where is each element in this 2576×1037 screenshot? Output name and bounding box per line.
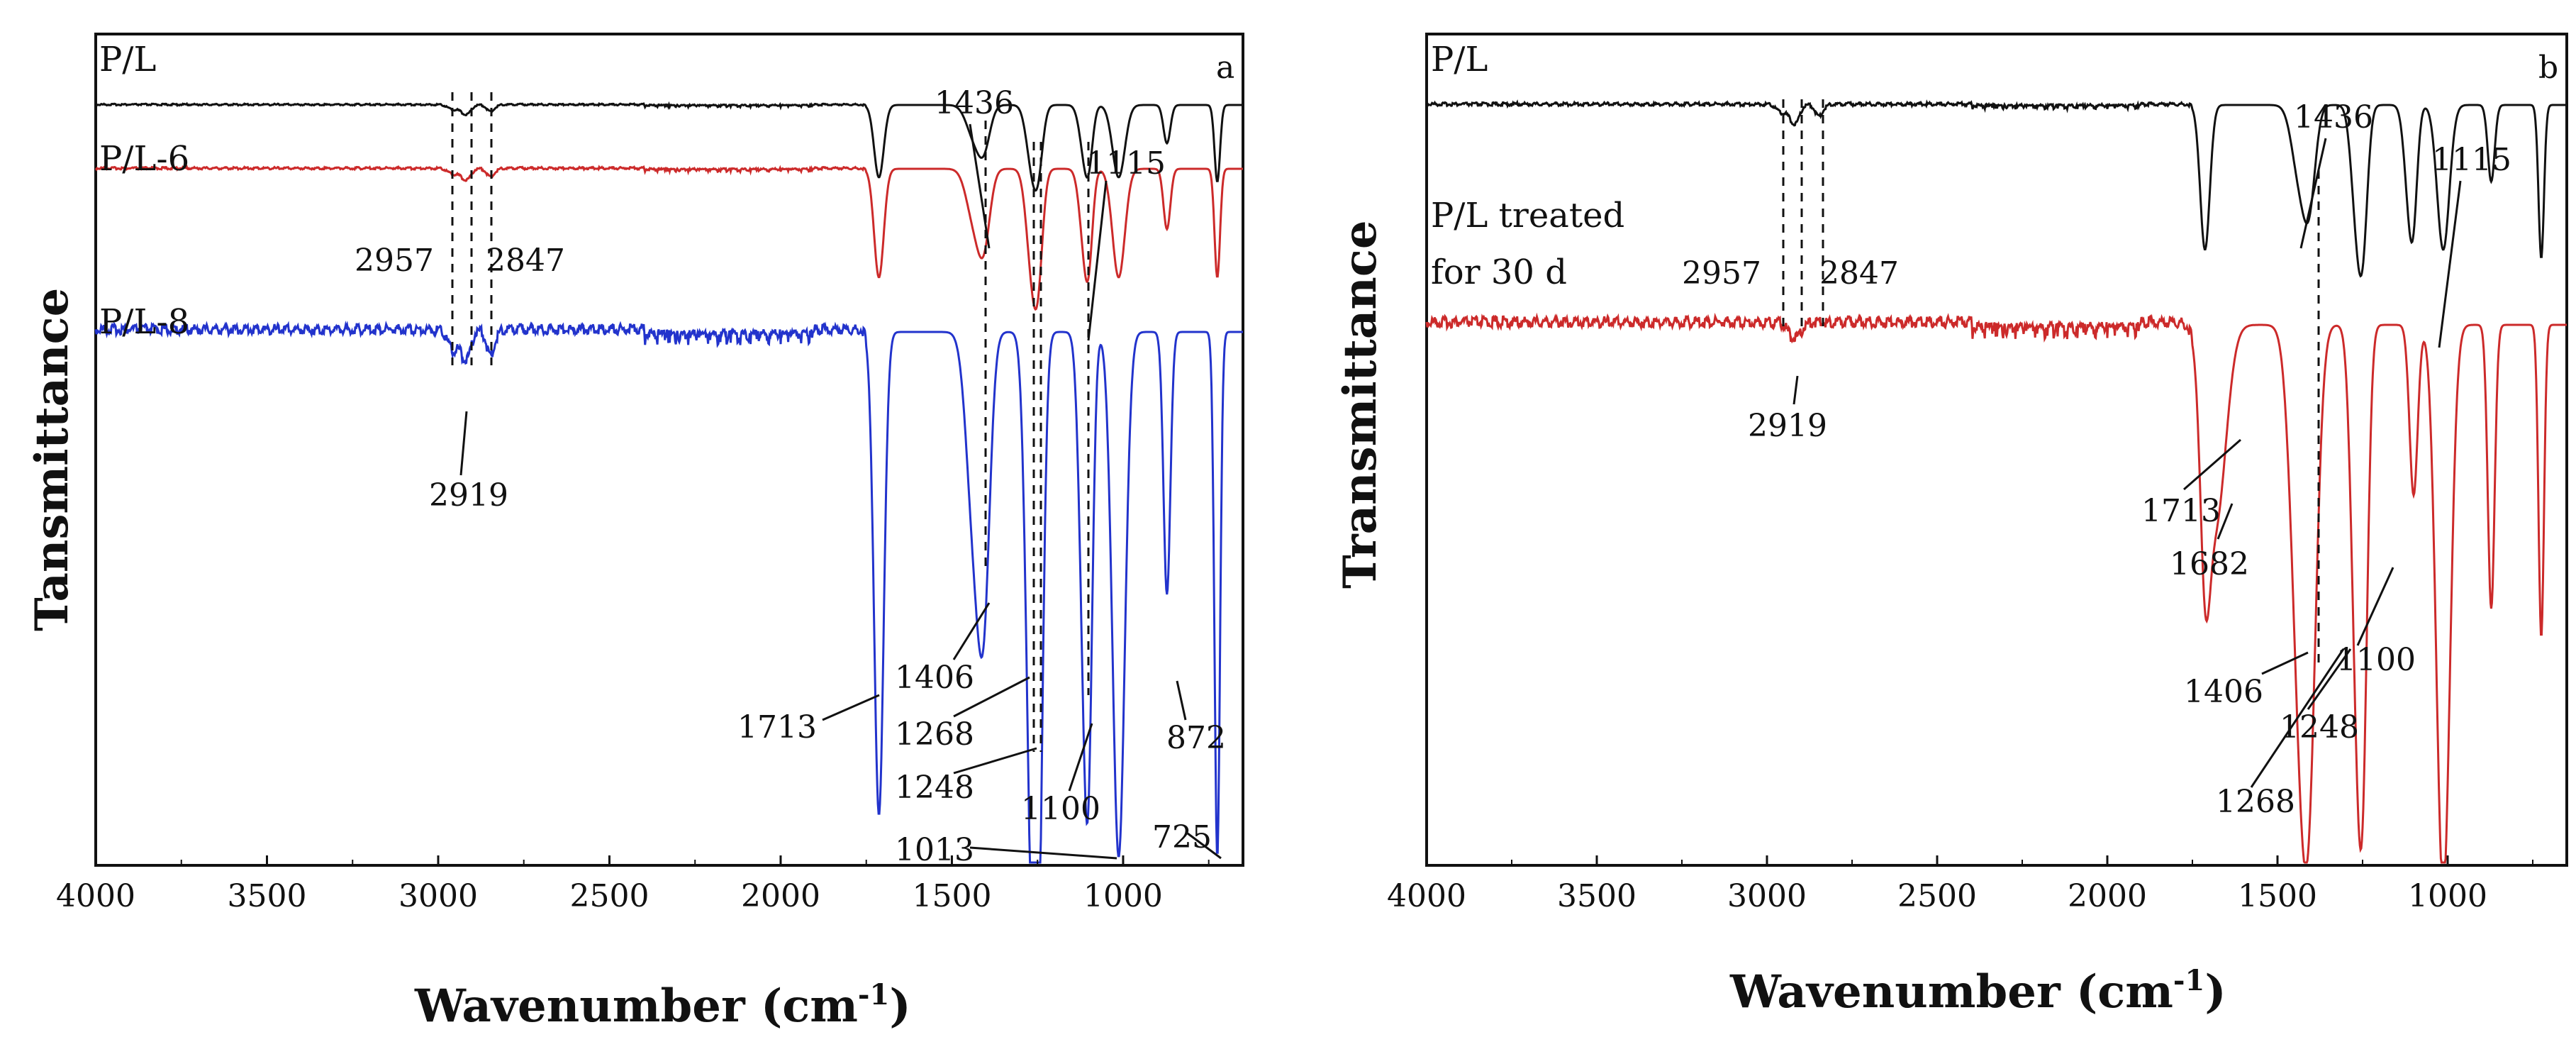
series-label-b-pl: P/L <box>1431 40 1488 79</box>
xtick-label-a-2000: 2000 <box>741 878 820 914</box>
ann-a-1115: 1115 <box>1086 145 1166 182</box>
panel-b-xlabel: Wavenumber (cm-1) <box>1729 964 2226 1019</box>
panel-a: 4000 3500 3000 2500 2000 1500 1000 a P/L P/L-6… <box>26 33 1244 1033</box>
xtick-label-b-3000: 3000 <box>1727 878 1807 914</box>
ann-b-2919: 2919 <box>1748 408 1827 444</box>
xtick-label-b-2000: 2000 <box>2068 878 2147 914</box>
xtick-label-b-3500: 3500 <box>1557 878 1637 914</box>
series-label-pl8: P/L-8 <box>99 302 189 342</box>
panel-a-xlabel: Wavenumber (cm-1) <box>414 978 911 1033</box>
ann-b-1248: 1248 <box>2280 709 2359 745</box>
ann-a-1436: 1436 <box>935 85 1014 121</box>
panel-b-dashed-lines <box>1782 99 2320 667</box>
ann-a-2957: 2957 <box>355 243 434 279</box>
xtick-label-b-4000: 4000 <box>1387 878 1466 914</box>
xtick-label-a-1500: 1500 <box>912 878 991 914</box>
ann-b-2847: 2847 <box>1819 255 1899 292</box>
panel-a-ylabel: Tansmittance <box>26 288 79 631</box>
panel-b-ylabel: Transmittance <box>1334 220 1387 589</box>
ann-a-1248: 1248 <box>895 770 974 806</box>
ann-b-2957: 2957 <box>1682 255 1761 292</box>
xtick-label-b-2500: 2500 <box>1897 878 1977 914</box>
panel-b-frame <box>1425 33 2568 867</box>
series-line-a-2 <box>94 320 1243 864</box>
series-label-b-treated-1: P/L treated <box>1431 196 1624 235</box>
panel-a-frame <box>94 33 1244 867</box>
panel-b-series-layer <box>1425 99 2567 864</box>
ann-a-2847: 2847 <box>486 243 565 279</box>
series-line-b-1 <box>1425 312 2567 864</box>
panel-a-arrows <box>459 123 1222 860</box>
panel-b: 4000 3500 3000 2500 2000 1500 1000 b P/L P/L t… <box>1334 33 2568 1019</box>
ann-b-1100: 1100 <box>2336 642 2416 678</box>
ann-a-725: 725 <box>1152 819 1212 855</box>
panel-b-arrows <box>1792 138 2462 788</box>
xtick-label-a-3500: 3500 <box>228 878 307 914</box>
ann-b-1115: 1115 <box>2432 142 2511 178</box>
series-label-b-treated-2: for 30 d <box>1431 253 1567 292</box>
ann-b-1436: 1436 <box>2294 99 2373 135</box>
series-label-pl6: P/L-6 <box>99 139 189 179</box>
ann-a-1100: 1100 <box>1021 791 1100 827</box>
ann-b-1406: 1406 <box>2184 674 2263 710</box>
panel-a-dashed-lines <box>451 92 1090 752</box>
ann-a-1713: 1713 <box>737 709 817 745</box>
ann-a-1268: 1268 <box>895 716 974 753</box>
ann-a-1406: 1406 <box>895 660 974 696</box>
xtick-label-a-3000: 3000 <box>398 878 478 914</box>
series-label-pl: P/L <box>99 40 156 79</box>
xtick-label-a-1000: 1000 <box>1083 878 1163 914</box>
xtick-label-a-2500: 2500 <box>569 878 649 914</box>
xtick-label-b-1500: 1500 <box>2238 878 2317 914</box>
panel-b-label: b <box>2538 50 2558 86</box>
panel-b-ticks: 4000 3500 3000 2500 2000 1500 1000 <box>1387 855 2533 914</box>
xtick-label-b-1000: 1000 <box>2408 878 2487 914</box>
xtick-label-a-4000: 4000 <box>56 878 135 914</box>
ann-a-872: 872 <box>1166 720 1226 756</box>
series-line-b-0 <box>1425 99 2567 278</box>
ann-b-1682: 1682 <box>2170 546 2249 582</box>
ann-a-1013: 1013 <box>895 832 974 868</box>
panel-a-series-layer <box>94 101 1243 864</box>
series-line-a-0 <box>94 101 1243 192</box>
ann-a-2919: 2919 <box>429 477 508 514</box>
ann-b-1268: 1268 <box>2216 784 2295 820</box>
series-line-a-1 <box>94 165 1243 311</box>
panel-a-ticks: 4000 3500 3000 2500 2000 1500 1000 <box>56 855 1210 914</box>
ann-b-1713: 1713 <box>2141 493 2221 529</box>
panel-a-label: a <box>1216 50 1234 86</box>
